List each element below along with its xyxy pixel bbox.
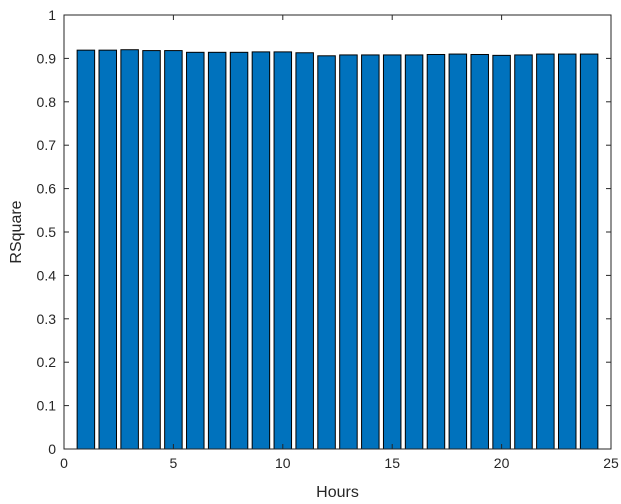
y-tick-label: 0.7 xyxy=(37,137,57,153)
x-tick-label: 0 xyxy=(60,455,68,471)
bar-hour-20 xyxy=(492,54,511,450)
y-axis-label: RSquare xyxy=(8,200,25,263)
y-tick-label: 0.4 xyxy=(37,267,57,283)
bar-hour-12 xyxy=(317,55,336,450)
bar-hour-3 xyxy=(120,49,139,450)
bar-hour-21 xyxy=(514,54,533,450)
bar-hour-7 xyxy=(207,51,227,450)
bar-hour-22 xyxy=(536,53,555,450)
x-tick-label: 5 xyxy=(170,455,178,471)
bar-hour-2 xyxy=(98,49,118,450)
bar-hour-1 xyxy=(76,49,96,450)
y-tick-label: 0 xyxy=(48,441,56,457)
bar-hour-9 xyxy=(251,51,271,450)
x-tick-label: 20 xyxy=(494,455,510,471)
bar-hour-17 xyxy=(426,53,446,450)
x-tick-label: 10 xyxy=(275,455,291,471)
y-tick-label: 0.5 xyxy=(37,224,57,240)
bar-hour-24 xyxy=(579,53,599,450)
y-tick-label: 0.3 xyxy=(37,311,57,327)
y-tick-label: 1 xyxy=(48,7,56,23)
y-tick-label: 0.8 xyxy=(37,94,57,110)
y-tick-label: 0.2 xyxy=(37,354,57,370)
bar-hour-8 xyxy=(229,51,249,450)
bar-hour-23 xyxy=(557,53,577,450)
bar-hour-16 xyxy=(404,54,424,450)
x-tick-label: 15 xyxy=(384,455,400,471)
bar-hour-13 xyxy=(339,54,358,450)
bar-hour-5 xyxy=(164,50,183,450)
bar-hour-14 xyxy=(361,54,380,450)
x-ticks-group: 0 5 10 15 20 25 xyxy=(60,15,619,471)
bar-hour-15 xyxy=(382,54,402,450)
bar-hour-10 xyxy=(273,51,293,450)
bar-hour-11 xyxy=(295,52,314,450)
y-tick-label: 0.1 xyxy=(37,398,57,414)
y-ticks-group: 0 0.1 0.2 0.3 0.4 0.5 0.6 0.7 0.8 0.9 1 xyxy=(37,7,611,457)
y-tick-label: 0.9 xyxy=(37,50,57,66)
bars-group xyxy=(76,49,599,450)
x-tick-label: 25 xyxy=(603,455,619,471)
bar-hour-19 xyxy=(470,53,489,450)
bar-hour-18 xyxy=(448,53,468,450)
x-axis-label: Hours xyxy=(316,484,359,501)
bar-hour-4 xyxy=(142,50,161,450)
y-tick-label: 0.6 xyxy=(37,181,57,197)
bar-hour-6 xyxy=(186,51,205,450)
